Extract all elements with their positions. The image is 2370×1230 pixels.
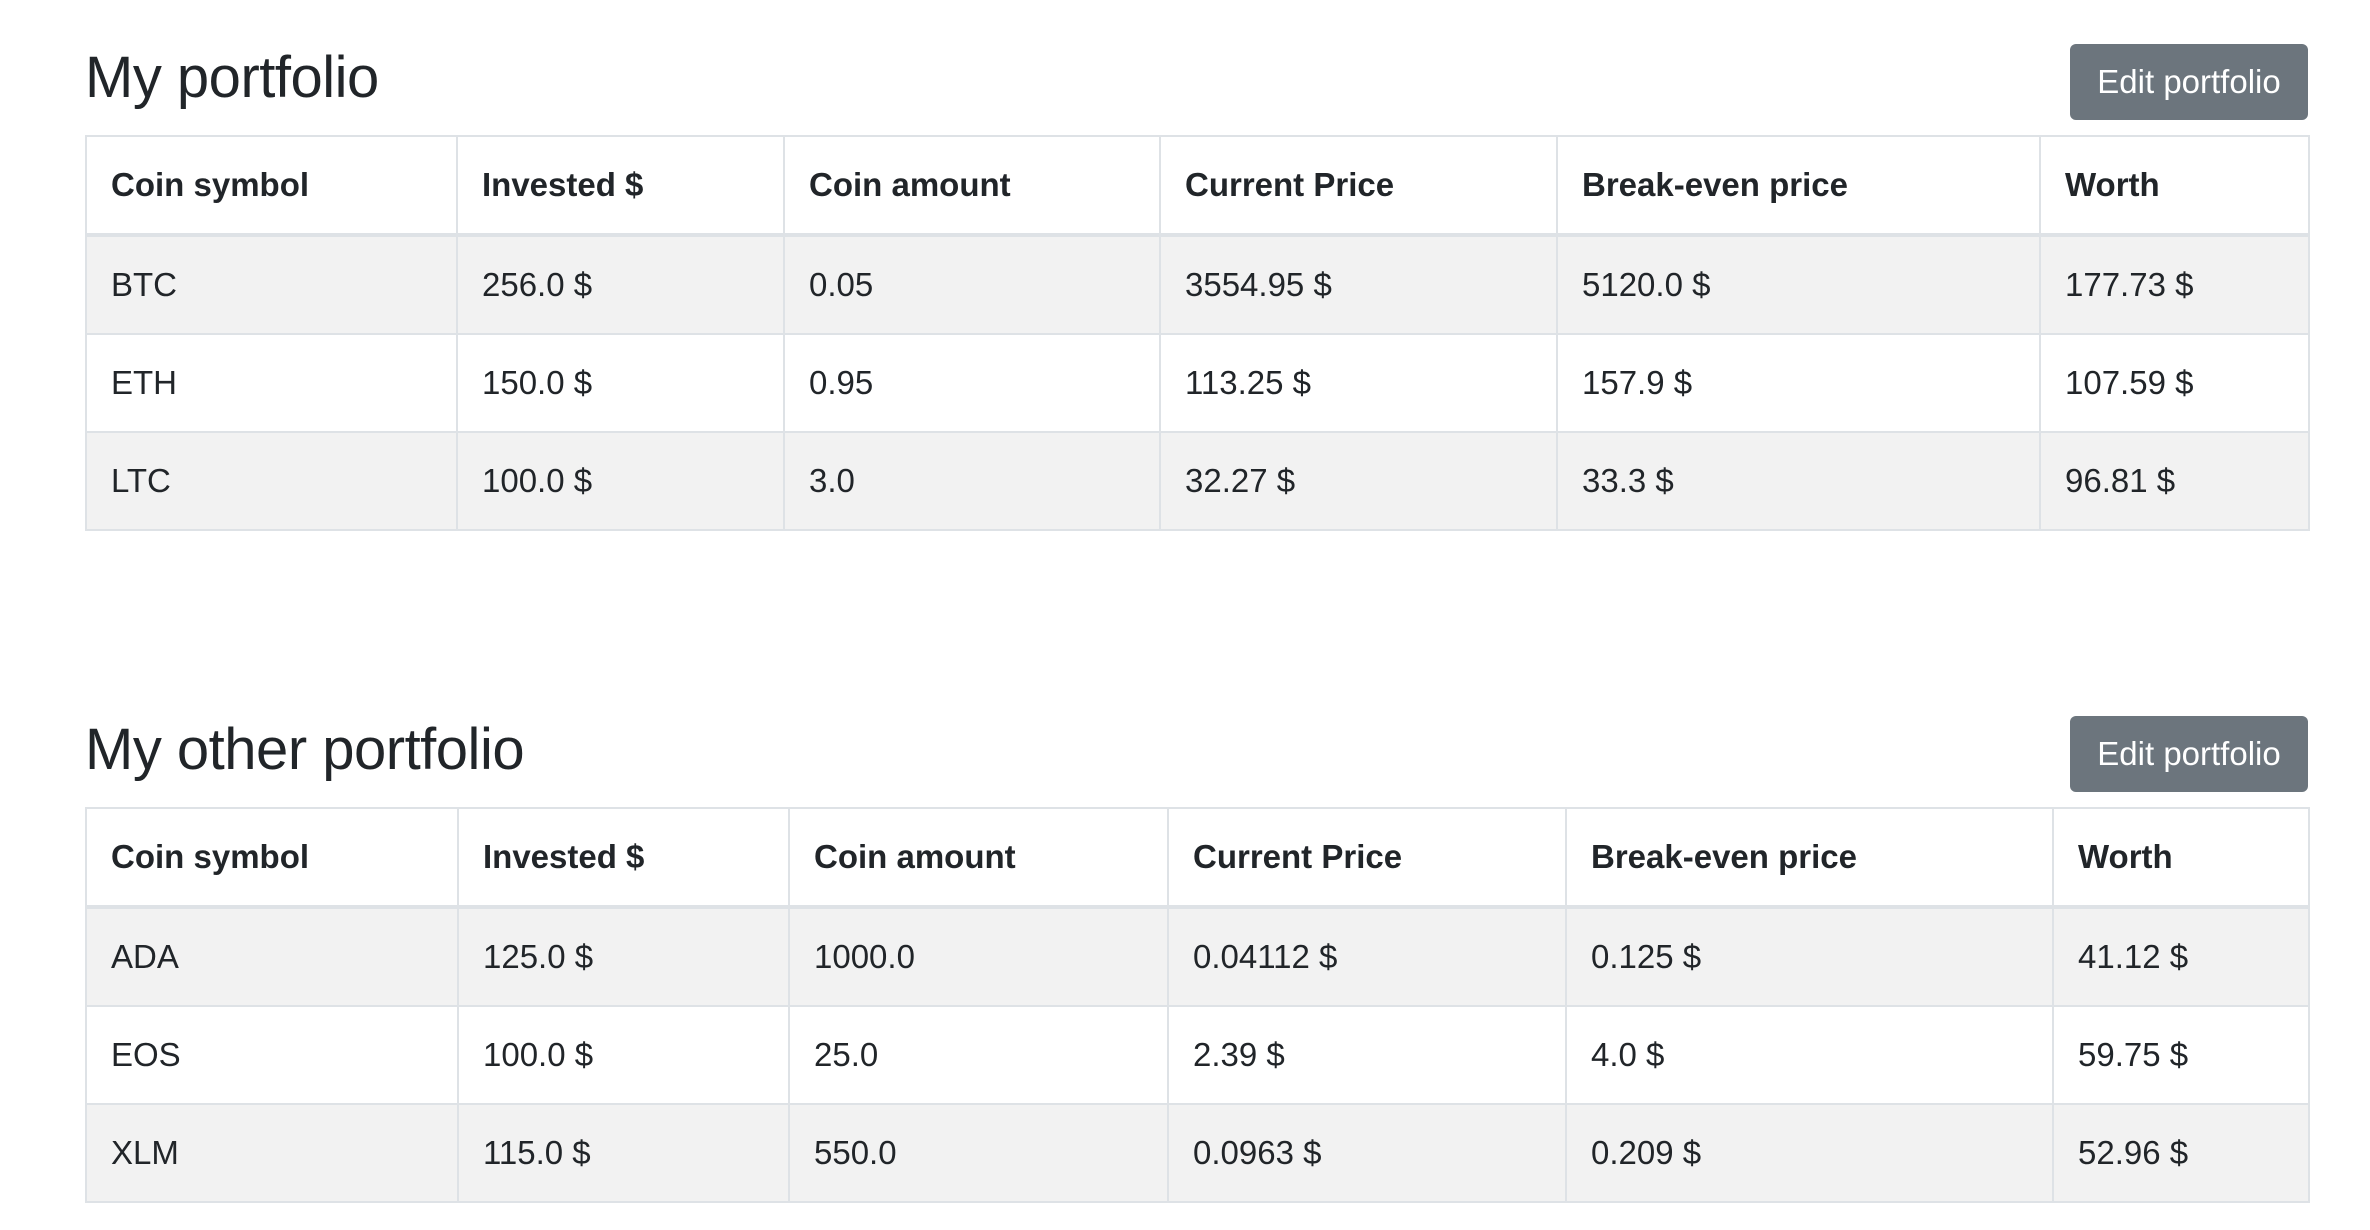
column-header-worth: Worth xyxy=(2052,807,2310,909)
worth-cell: 96.81 $ xyxy=(2039,431,2310,531)
current-price-cell: 0.0963 $ xyxy=(1167,1103,1567,1203)
table-row: LTC 100.0 $ 3.0 32.27 $ 33.3 $ 96.81 $ xyxy=(85,431,2310,531)
coin-amount-cell: 0.05 xyxy=(783,234,1161,335)
invested-cell: 256.0 $ xyxy=(456,234,785,335)
current-price-cell: 0.04112 $ xyxy=(1167,906,1567,1007)
table-row: ADA 125.0 $ 1000.0 0.04112 $ 0.125 $ 41.… xyxy=(85,906,2310,1007)
table-header: Coin symbol Invested $ Coin amount Curre… xyxy=(85,135,2310,237)
coin-amount-cell: 0.95 xyxy=(783,333,1161,433)
table-header: Coin symbol Invested $ Coin amount Curre… xyxy=(85,807,2310,909)
column-header-coin-symbol: Coin symbol xyxy=(85,807,459,909)
coin-symbol-cell: ADA xyxy=(85,906,459,1007)
table-row: ETH 150.0 $ 0.95 113.25 $ 157.9 $ 107.59… xyxy=(85,333,2310,433)
invested-cell: 100.0 $ xyxy=(457,1005,790,1105)
portfolio-section: My other portfolio Edit portfolio Coin s… xyxy=(85,712,2310,1203)
portfolio-header: My other portfolio Edit portfolio xyxy=(85,712,2308,807)
portfolio-section: My portfolio Edit portfolio Coin symbol … xyxy=(85,40,2310,531)
break-even-price-cell: 0.125 $ xyxy=(1565,906,2054,1007)
portfolio-header: My portfolio Edit portfolio xyxy=(85,40,2308,135)
portfolio-table: Coin symbol Invested $ Coin amount Curre… xyxy=(85,135,2310,531)
edit-portfolio-button[interactable]: Edit portfolio xyxy=(2070,716,2308,792)
worth-cell: 177.73 $ xyxy=(2039,234,2310,335)
break-even-price-cell: 5120.0 $ xyxy=(1556,234,2041,335)
coin-symbol-cell: EOS xyxy=(85,1005,459,1105)
header-row: Coin symbol Invested $ Coin amount Curre… xyxy=(85,135,2310,237)
break-even-price-cell: 4.0 $ xyxy=(1565,1005,2054,1105)
coin-amount-cell: 25.0 xyxy=(788,1005,1169,1105)
coin-symbol-cell: XLM xyxy=(85,1103,459,1203)
column-header-worth: Worth xyxy=(2039,135,2310,237)
column-header-break-even-price: Break-even price xyxy=(1556,135,2041,237)
coin-symbol-cell: BTC xyxy=(85,234,458,335)
invested-cell: 115.0 $ xyxy=(457,1103,790,1203)
coin-amount-cell: 1000.0 xyxy=(788,906,1169,1007)
column-header-break-even-price: Break-even price xyxy=(1565,807,2054,909)
break-even-price-cell: 33.3 $ xyxy=(1556,431,2041,531)
header-row: Coin symbol Invested $ Coin amount Curre… xyxy=(85,807,2310,909)
worth-cell: 52.96 $ xyxy=(2052,1103,2310,1203)
current-price-cell: 32.27 $ xyxy=(1159,431,1558,531)
portfolio-table: Coin symbol Invested $ Coin amount Curre… xyxy=(85,807,2310,1203)
coin-amount-cell: 550.0 xyxy=(788,1103,1169,1203)
table-body: ADA 125.0 $ 1000.0 0.04112 $ 0.125 $ 41.… xyxy=(85,906,2310,1203)
worth-cell: 59.75 $ xyxy=(2052,1005,2310,1105)
worth-cell: 107.59 $ xyxy=(2039,333,2310,433)
invested-cell: 125.0 $ xyxy=(457,906,790,1007)
current-price-cell: 2.39 $ xyxy=(1167,1005,1567,1105)
coin-symbol-cell: LTC xyxy=(85,431,458,531)
worth-cell: 41.12 $ xyxy=(2052,906,2310,1007)
column-header-coin-amount: Coin amount xyxy=(783,135,1161,237)
invested-cell: 150.0 $ xyxy=(456,333,785,433)
invested-cell: 100.0 $ xyxy=(456,431,785,531)
current-price-cell: 113.25 $ xyxy=(1159,333,1558,433)
column-header-coin-amount: Coin amount xyxy=(788,807,1169,909)
break-even-price-cell: 157.9 $ xyxy=(1556,333,2041,433)
table-row: XLM 115.0 $ 550.0 0.0963 $ 0.209 $ 52.96… xyxy=(85,1103,2310,1203)
table-row: EOS 100.0 $ 25.0 2.39 $ 4.0 $ 59.75 $ xyxy=(85,1005,2310,1105)
column-header-current-price: Current Price xyxy=(1159,135,1558,237)
column-header-coin-symbol: Coin symbol xyxy=(85,135,458,237)
table-row: BTC 256.0 $ 0.05 3554.95 $ 5120.0 $ 177.… xyxy=(85,234,2310,335)
break-even-price-cell: 0.209 $ xyxy=(1565,1103,2054,1203)
table-body: BTC 256.0 $ 0.05 3554.95 $ 5120.0 $ 177.… xyxy=(85,234,2310,531)
edit-portfolio-button[interactable]: Edit portfolio xyxy=(2070,44,2308,120)
coin-symbol-cell: ETH xyxy=(85,333,458,433)
column-header-invested: Invested $ xyxy=(456,135,785,237)
column-header-current-price: Current Price xyxy=(1167,807,1567,909)
portfolio-title: My portfolio xyxy=(85,45,379,110)
portfolio-title: My other portfolio xyxy=(85,717,525,782)
current-price-cell: 3554.95 $ xyxy=(1159,234,1558,335)
column-header-invested: Invested $ xyxy=(457,807,790,909)
coin-amount-cell: 3.0 xyxy=(783,431,1161,531)
